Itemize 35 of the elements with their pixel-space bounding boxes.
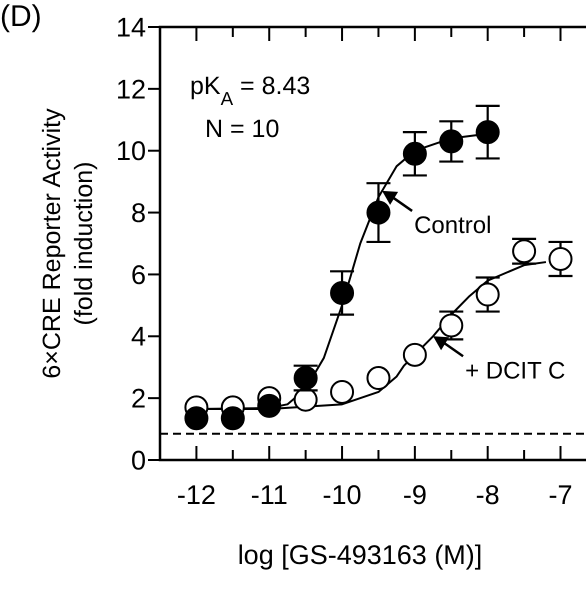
x-tick-label: -10 [322, 480, 362, 510]
point [476, 282, 500, 307]
y-tick-label: 12 [116, 74, 146, 104]
point [548, 246, 573, 271]
x-tick-label: -12 [176, 480, 216, 510]
point [184, 406, 208, 430]
x-tick-label: -8 [476, 480, 500, 510]
annotation: + DCIT C [465, 357, 566, 384]
point [366, 200, 390, 225]
point [439, 129, 464, 154]
y-tick-label: 4 [130, 322, 146, 352]
x-tick-label: -11 [250, 480, 288, 510]
point [402, 142, 427, 166]
y-axis-title: 6×CRE Reporter Activity (fold induction) [38, 108, 98, 379]
point [366, 366, 390, 390]
point [257, 394, 282, 418]
annotation: pK$_{A}$ = 8.43 [190, 72, 310, 108]
point [294, 388, 318, 412]
point [476, 120, 500, 144]
y-tick-label: 2 [130, 384, 146, 414]
y-tick-label: 0 [130, 445, 146, 476]
x-axis-title: log [GS-493163 (M)] [238, 540, 482, 570]
point [402, 342, 427, 367]
point [220, 406, 245, 430]
x-tick-label: -9 [402, 480, 427, 510]
chart-title: (D) [0, 0, 42, 33]
y-tick-label: 8 [130, 198, 146, 228]
y-tick-label: 14 [116, 12, 146, 42]
annotation: Control [414, 212, 492, 239]
point [330, 280, 354, 305]
annotation: N = 10 [205, 115, 280, 143]
y-tick-label: 10 [116, 136, 146, 166]
point [330, 380, 354, 404]
y-tick-label: 6 [130, 260, 146, 290]
x-tick-label: -7 [548, 480, 573, 510]
